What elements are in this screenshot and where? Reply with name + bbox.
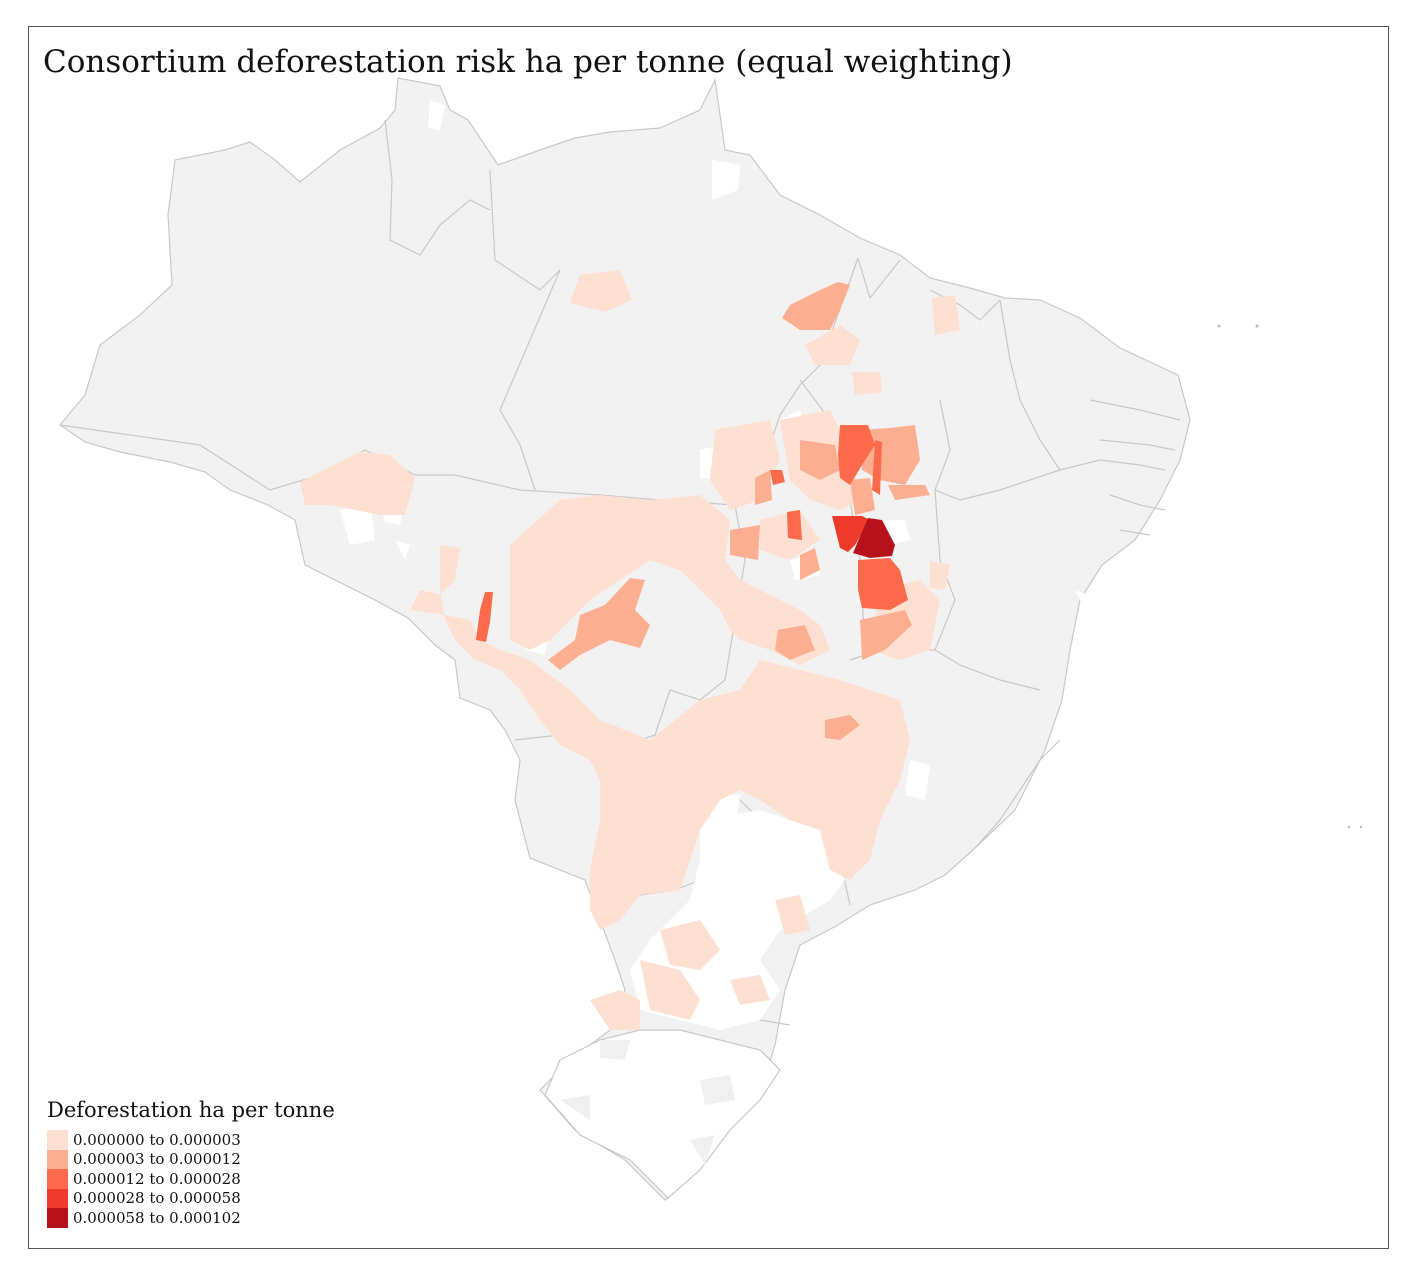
legend: Deforestation ha per tonne 0.000000 to 0… — [47, 1098, 335, 1228]
south-grey-patches — [560, 1040, 735, 1165]
legend-item: 0.000028 to 0.000058 — [47, 1188, 335, 1208]
risk-class-3-areas — [476, 425, 908, 642]
legend-item: 0.000000 to 0.000003 — [47, 1130, 335, 1150]
legend-title: Deforestation ha per tonne — [47, 1098, 335, 1122]
legend-label: 0.000058 to 0.000102 — [73, 1208, 241, 1227]
legend-swatch — [47, 1169, 68, 1189]
legend-label: 0.000028 to 0.000058 — [73, 1189, 241, 1208]
risk-class-4-areas — [832, 516, 870, 552]
legend-swatch — [47, 1130, 68, 1150]
map-title: Consortium deforestation risk ha per ton… — [43, 44, 1013, 80]
legend-item: 0.000003 to 0.000012 — [47, 1149, 335, 1169]
legend-swatch — [47, 1188, 68, 1208]
legend-label: 0.000000 to 0.000003 — [73, 1130, 241, 1149]
legend-item: 0.000058 to 0.000102 — [47, 1208, 335, 1228]
legend-swatch — [47, 1208, 68, 1228]
legend-swatch — [47, 1149, 68, 1169]
south-region — [544, 1029, 781, 1199]
legend-item: 0.000012 to 0.000028 — [47, 1169, 335, 1189]
legend-label: 0.000012 to 0.000028 — [73, 1169, 241, 1188]
legend-label: 0.000003 to 0.000012 — [73, 1150, 241, 1169]
risk-class-5-areas — [853, 518, 895, 558]
island-dots — [1217, 324, 1363, 829]
